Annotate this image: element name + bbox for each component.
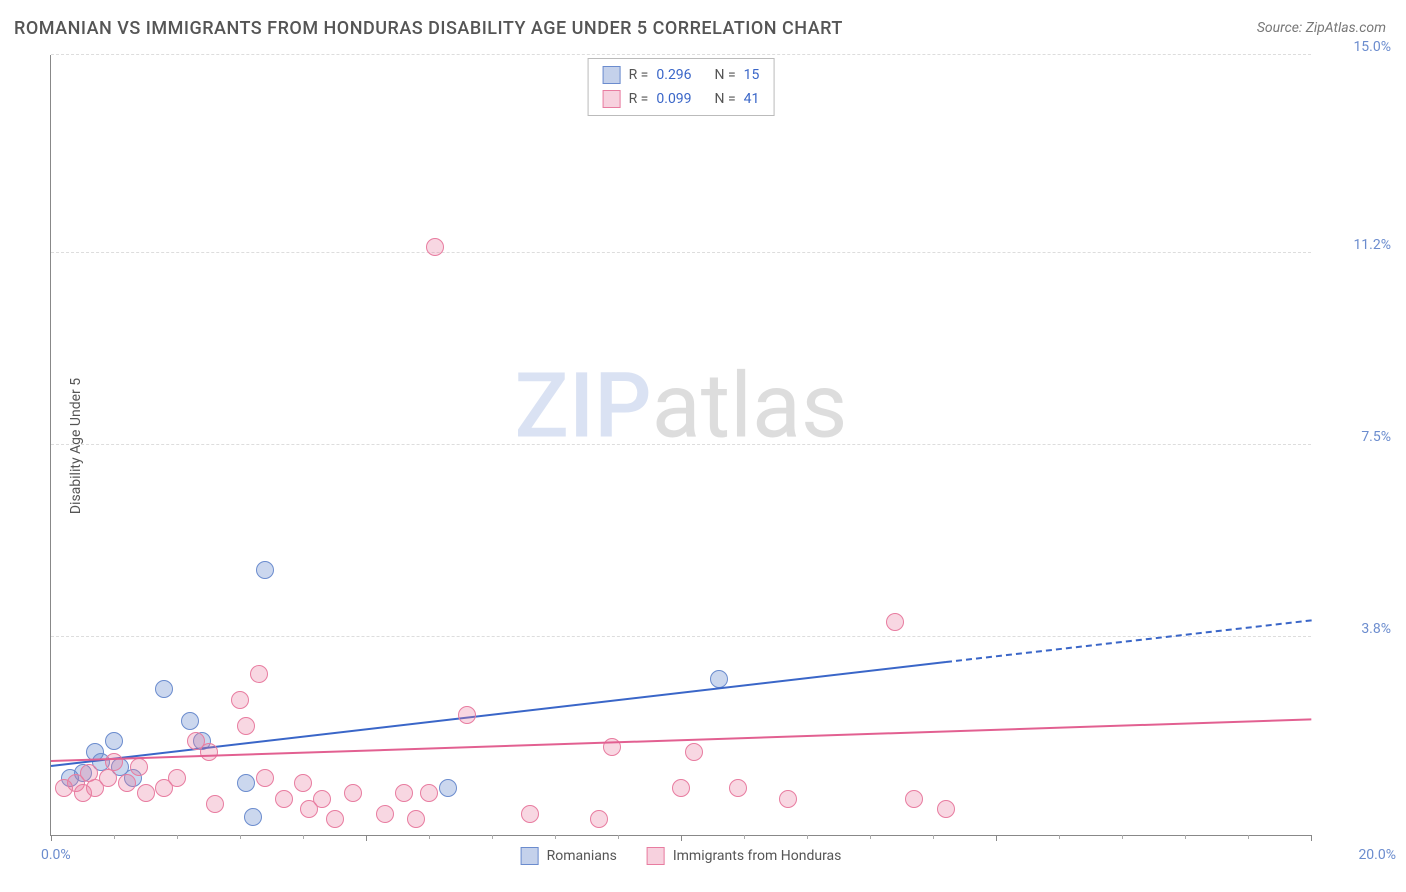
r-value-blue: 0.296 bbox=[656, 67, 691, 83]
data-point bbox=[206, 795, 224, 813]
x-tick bbox=[996, 835, 997, 841]
x-tick-minor bbox=[555, 835, 556, 839]
data-point bbox=[395, 784, 413, 802]
x-tick-minor bbox=[933, 835, 934, 839]
data-point bbox=[137, 784, 155, 802]
r-label: R = bbox=[629, 67, 649, 83]
data-point bbox=[905, 790, 923, 808]
data-point bbox=[886, 613, 904, 631]
y-tick-label: 15.0% bbox=[1321, 39, 1391, 55]
r-label: R = bbox=[629, 91, 649, 107]
y-tick-label: 7.5% bbox=[1321, 429, 1391, 445]
watermark: ZIPatlas bbox=[515, 354, 848, 459]
data-point bbox=[407, 810, 425, 828]
data-point bbox=[344, 784, 362, 802]
data-point bbox=[181, 712, 199, 730]
swatch-pink-icon bbox=[603, 90, 621, 108]
r-value-pink: 0.099 bbox=[656, 91, 691, 107]
legend-label: Romanians bbox=[547, 848, 617, 864]
legend-row-pink: R = 0.099 N = 41 bbox=[603, 87, 760, 111]
data-point bbox=[231, 691, 249, 709]
y-tick-label: 11.2% bbox=[1321, 237, 1391, 253]
x-tick-minor bbox=[492, 835, 493, 839]
gridline bbox=[51, 54, 1311, 55]
swatch-blue-icon bbox=[603, 66, 621, 84]
x-tick bbox=[681, 835, 682, 841]
data-point bbox=[168, 769, 186, 787]
data-point bbox=[729, 779, 747, 797]
data-point bbox=[326, 810, 344, 828]
data-point bbox=[439, 779, 457, 797]
n-label: N = bbox=[715, 67, 736, 83]
source-attribution: Source: ZipAtlas.com bbox=[1257, 20, 1386, 36]
y-tick-label: 3.8% bbox=[1321, 621, 1391, 637]
x-tick-minor bbox=[1059, 835, 1060, 839]
n-label: N = bbox=[715, 91, 736, 107]
correlation-legend: R = 0.296 N = 15 R = 0.099 N = 41 bbox=[588, 58, 775, 116]
data-point bbox=[590, 810, 608, 828]
n-value-pink: 41 bbox=[744, 91, 760, 107]
data-point bbox=[250, 665, 268, 683]
data-point bbox=[256, 561, 274, 579]
gridline bbox=[51, 636, 1311, 637]
gridline bbox=[51, 444, 1311, 445]
data-point bbox=[458, 706, 476, 724]
data-point bbox=[200, 743, 218, 761]
trend-line bbox=[945, 620, 1311, 664]
data-point bbox=[685, 743, 703, 761]
x-axis-max-label: 20.0% bbox=[1358, 847, 1396, 863]
legend-item-romanians: Romanians bbox=[521, 847, 617, 865]
x-tick-minor bbox=[1185, 835, 1186, 839]
x-tick-minor bbox=[1122, 835, 1123, 839]
n-value-blue: 15 bbox=[744, 67, 760, 83]
x-tick-minor bbox=[114, 835, 115, 839]
swatch-blue-icon bbox=[521, 847, 539, 865]
gridline bbox=[51, 252, 1311, 253]
data-point bbox=[275, 790, 293, 808]
data-point bbox=[237, 774, 255, 792]
x-tick-minor bbox=[177, 835, 178, 839]
data-point bbox=[118, 774, 136, 792]
data-point bbox=[155, 680, 173, 698]
data-point bbox=[130, 758, 148, 776]
data-point bbox=[672, 779, 690, 797]
x-tick-minor bbox=[618, 835, 619, 839]
legend-row-blue: R = 0.296 N = 15 bbox=[603, 63, 760, 87]
data-point bbox=[294, 774, 312, 792]
data-point bbox=[256, 769, 274, 787]
x-tick-minor bbox=[807, 835, 808, 839]
swatch-pink-icon bbox=[647, 847, 665, 865]
x-tick-minor bbox=[429, 835, 430, 839]
legend-label: Immigrants from Honduras bbox=[673, 848, 842, 864]
x-tick bbox=[51, 835, 52, 841]
data-point bbox=[779, 790, 797, 808]
x-tick bbox=[1311, 835, 1312, 841]
watermark-part1: ZIP bbox=[515, 354, 652, 459]
data-point bbox=[376, 805, 394, 823]
data-point bbox=[426, 238, 444, 256]
x-tick-minor bbox=[744, 835, 745, 839]
x-tick bbox=[366, 835, 367, 841]
data-point bbox=[244, 808, 262, 826]
data-point bbox=[710, 670, 728, 688]
data-point bbox=[99, 769, 117, 787]
data-point bbox=[313, 790, 331, 808]
scatter-plot-area: ZIPatlas R = 0.296 N = 15 R = 0.099 N = … bbox=[50, 55, 1311, 836]
series-legend: Romanians Immigrants from Honduras bbox=[521, 847, 842, 865]
x-tick-minor bbox=[1248, 835, 1249, 839]
legend-item-honduras: Immigrants from Honduras bbox=[647, 847, 842, 865]
x-tick-minor bbox=[870, 835, 871, 839]
data-point bbox=[105, 753, 123, 771]
watermark-part2: atlas bbox=[652, 354, 848, 459]
chart-title: ROMANIAN VS IMMIGRANTS FROM HONDURAS DIS… bbox=[14, 18, 843, 39]
x-tick-minor bbox=[303, 835, 304, 839]
data-point bbox=[420, 784, 438, 802]
data-point bbox=[105, 732, 123, 750]
data-point bbox=[521, 805, 539, 823]
x-tick-minor bbox=[240, 835, 241, 839]
x-axis-min-label: 0.0% bbox=[41, 847, 71, 863]
data-point bbox=[237, 717, 255, 735]
data-point bbox=[937, 800, 955, 818]
